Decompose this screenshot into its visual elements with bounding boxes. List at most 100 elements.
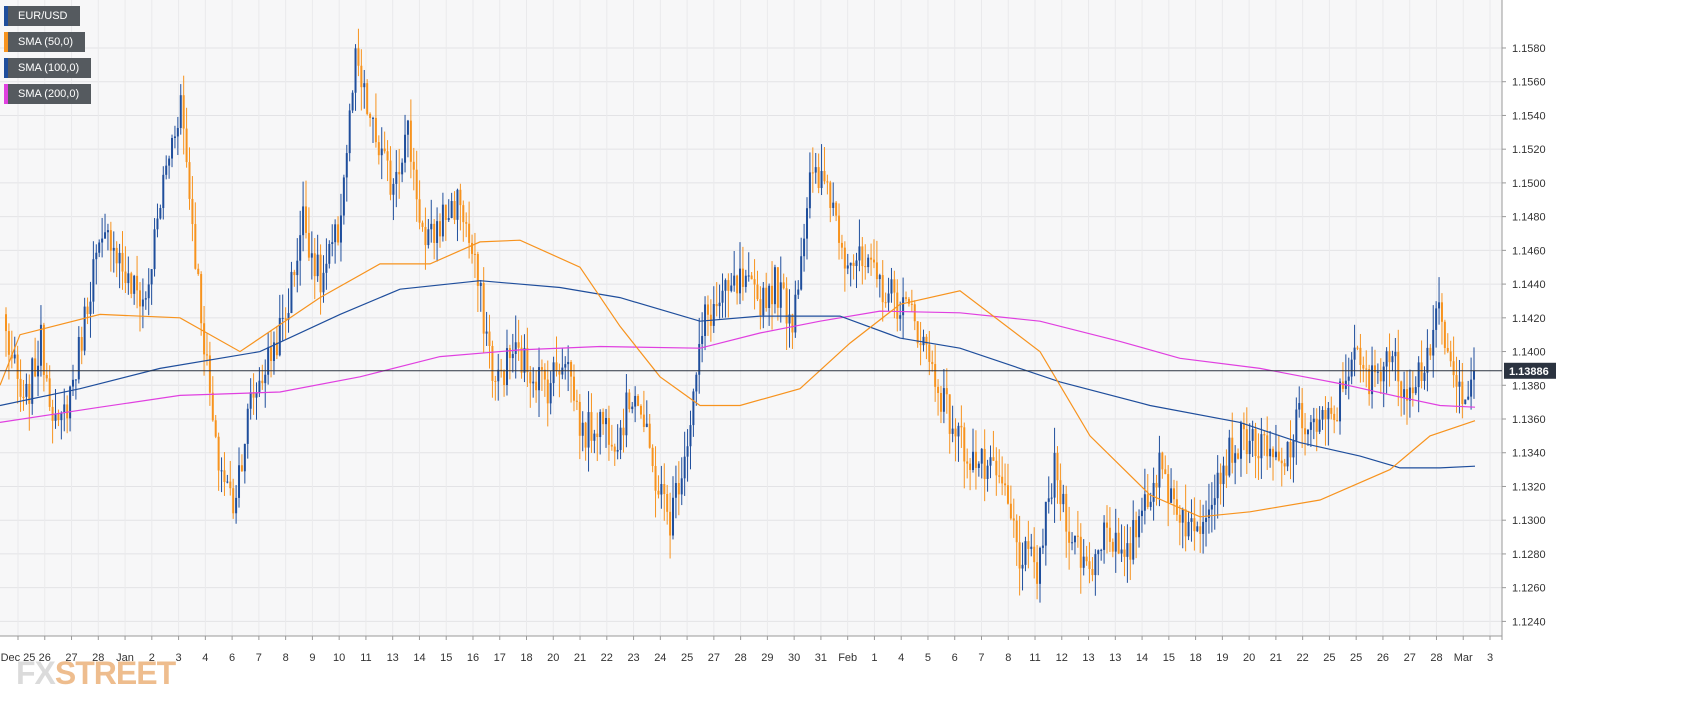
candle-body: [374, 117, 377, 143]
candle-body: [179, 95, 182, 128]
candle-body: [992, 457, 995, 461]
legend-label: SMA (100,0): [18, 62, 80, 74]
candle-body: [1216, 472, 1219, 499]
candle-body: [596, 433, 599, 438]
candle-body: [1315, 418, 1318, 432]
candle-body: [136, 275, 139, 291]
candle-body: [386, 151, 389, 161]
candle-body: [1347, 376, 1350, 381]
candle-body: [1432, 329, 1435, 356]
y-tick-label: 1.1460: [1512, 245, 1546, 257]
candle-body: [768, 285, 771, 308]
y-tick-label: 1.1520: [1512, 144, 1546, 156]
candle-body: [290, 271, 293, 314]
candle-body: [840, 242, 843, 248]
candle-body: [887, 293, 890, 303]
candle-body: [39, 324, 42, 366]
x-tick-label: 8: [283, 652, 289, 664]
legend-item-sma100[interactable]: SMA (100,0): [4, 58, 92, 78]
candle-body: [776, 267, 779, 308]
y-tick-label: 1.1400: [1512, 347, 1546, 359]
candle-body: [270, 347, 273, 362]
sma-200-line: [0, 310, 1476, 423]
candle-body: [345, 153, 348, 178]
candle-body: [471, 242, 474, 254]
candle-body: [939, 393, 942, 412]
candle-body: [1117, 532, 1120, 554]
candle-body: [1301, 403, 1304, 429]
candle-body: [1327, 407, 1330, 420]
candle-body: [610, 444, 613, 447]
candle-body: [1097, 550, 1100, 555]
candle-body: [182, 95, 185, 129]
candle-body: [829, 182, 832, 208]
candle-body: [264, 374, 267, 384]
x-tick-label: Jan: [116, 652, 134, 664]
y-tick-label: 1.1320: [1512, 481, 1546, 493]
candle-body: [1050, 497, 1053, 499]
candle-body: [1036, 562, 1039, 584]
candle-body: [1452, 361, 1455, 376]
candle-body: [1140, 510, 1143, 517]
candle-body: [272, 342, 275, 362]
candle-body: [1015, 520, 1018, 543]
candle-body: [1277, 451, 1280, 461]
candle-body: [28, 383, 31, 404]
candle-body: [1044, 501, 1047, 546]
candle-body: [223, 470, 226, 482]
candle-body: [1254, 429, 1257, 456]
candle-body: [121, 252, 124, 272]
candle-body: [794, 294, 797, 333]
candle-body: [124, 271, 127, 284]
candle-body: [1473, 370, 1475, 380]
candle-body: [1306, 429, 1309, 435]
candle-body: [1368, 369, 1371, 395]
candle-body: [313, 253, 316, 277]
candle-body: [529, 372, 532, 384]
candle-body: [1312, 418, 1315, 423]
y-tick-label: 1.1420: [1512, 313, 1546, 325]
candle-body: [307, 232, 310, 258]
candle-body: [820, 171, 823, 188]
candle-body: [468, 223, 471, 243]
candle-body: [165, 165, 168, 175]
legend-item-sma50[interactable]: SMA (50,0): [4, 32, 86, 52]
candle-body: [1274, 451, 1277, 458]
candle-body: [1059, 480, 1062, 505]
candle-body: [147, 284, 150, 299]
candle-body: [334, 224, 337, 243]
candle-body: [1423, 372, 1426, 381]
candle-body: [692, 391, 695, 426]
candle-body: [925, 336, 928, 345]
candle-body: [255, 393, 258, 398]
candle-body: [1033, 546, 1036, 563]
candle-body: [1027, 541, 1030, 549]
candle-body: [1205, 518, 1208, 522]
candle-body: [1280, 460, 1283, 464]
candle-body: [354, 48, 357, 93]
candle-body: [1006, 485, 1009, 504]
candle-body: [625, 392, 628, 436]
candle-body: [750, 275, 753, 280]
candle-body: [1400, 381, 1403, 398]
candle-body: [372, 117, 374, 119]
candle-body: [409, 120, 412, 162]
candle-body: [724, 280, 727, 291]
candle-body: [511, 354, 514, 359]
candle-body: [1100, 549, 1103, 551]
x-tick-label: 27: [708, 652, 720, 664]
legend-item-eurusd[interactable]: EUR/USD: [4, 6, 80, 26]
candle-body: [503, 370, 506, 386]
candle-body: [538, 367, 541, 391]
candle-body: [1234, 453, 1237, 463]
x-tick-label: 22: [601, 652, 613, 664]
y-tick-label: 1.1580: [1512, 43, 1546, 55]
candle-body: [118, 252, 121, 264]
candle-body: [1330, 407, 1333, 414]
x-tick-label: 15: [1163, 652, 1175, 664]
x-tick-label: 13: [1109, 652, 1121, 664]
candle-body: [986, 465, 989, 479]
candle-body: [424, 226, 427, 246]
legend-item-sma200[interactable]: SMA (200,0): [4, 84, 92, 104]
